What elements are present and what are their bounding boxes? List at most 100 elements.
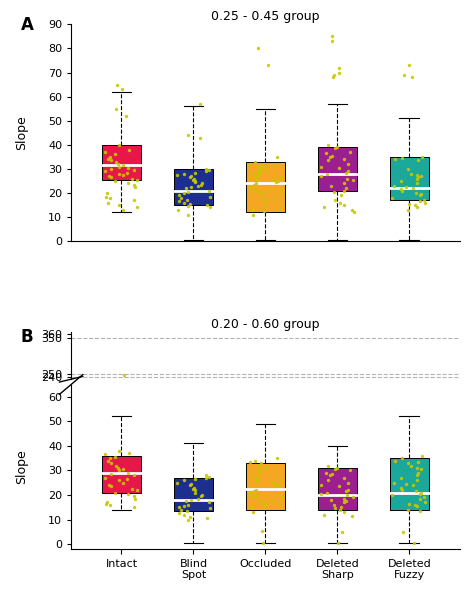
- Point: [337, 198, 344, 207]
- Point: [115, 162, 123, 171]
- Y-axis label: Slope: Slope: [15, 115, 28, 150]
- Point: [104, 456, 111, 465]
- Point: [331, 464, 338, 474]
- Point: [398, 185, 406, 195]
- Point: [123, 474, 131, 484]
- Bar: [173, 169, 213, 205]
- Point: [271, 193, 278, 203]
- Point: [181, 169, 188, 179]
- Point: [253, 171, 261, 181]
- Point: [263, 463, 270, 473]
- Point: [279, 187, 286, 196]
- Point: [197, 180, 204, 190]
- Point: [400, 70, 408, 80]
- Point: [324, 475, 332, 485]
- Point: [206, 192, 214, 201]
- Point: [329, 377, 337, 387]
- Point: [104, 154, 111, 164]
- Point: [418, 451, 426, 461]
- Point: [402, 479, 410, 489]
- Point: [391, 154, 399, 164]
- Point: [405, 199, 413, 209]
- Title: 0.20 - 0.60 group: 0.20 - 0.60 group: [211, 318, 319, 331]
- Point: [180, 501, 188, 511]
- Point: [340, 200, 348, 210]
- Point: [327, 495, 334, 505]
- Point: [272, 178, 280, 187]
- Point: [414, 156, 422, 165]
- Point: [261, 504, 268, 514]
- Point: [197, 491, 204, 501]
- Point: [320, 510, 328, 520]
- Point: [346, 147, 353, 157]
- Point: [202, 167, 210, 176]
- Point: [106, 453, 113, 463]
- Point: [187, 495, 195, 505]
- Point: [182, 184, 190, 193]
- Point: [191, 174, 198, 184]
- Point: [322, 148, 330, 158]
- Point: [197, 133, 204, 143]
- Point: [350, 207, 358, 217]
- Point: [398, 453, 406, 463]
- Point: [186, 199, 194, 209]
- Point: [259, 526, 266, 536]
- Bar: [390, 157, 429, 200]
- Point: [119, 464, 127, 474]
- Point: [203, 200, 210, 210]
- Bar: [390, 458, 429, 510]
- Point: [175, 503, 182, 512]
- Point: [420, 195, 428, 205]
- Point: [254, 164, 262, 174]
- Point: [259, 538, 266, 548]
- Point: [411, 500, 419, 510]
- Point: [328, 32, 336, 41]
- Point: [274, 176, 282, 186]
- Point: [331, 195, 339, 205]
- Bar: [318, 147, 357, 190]
- Point: [405, 499, 413, 509]
- Point: [124, 179, 132, 188]
- Point: [128, 174, 136, 184]
- Point: [317, 489, 325, 498]
- Point: [102, 499, 109, 509]
- Point: [191, 485, 199, 495]
- Point: [389, 490, 396, 500]
- Point: [398, 153, 406, 163]
- Point: [418, 171, 425, 181]
- Point: [173, 170, 181, 180]
- Point: [250, 180, 258, 190]
- Point: [187, 479, 195, 489]
- Point: [317, 162, 325, 171]
- Point: [104, 188, 111, 198]
- Point: [397, 176, 404, 186]
- Point: [335, 63, 343, 73]
- Point: [119, 170, 127, 180]
- Point: [115, 169, 122, 179]
- Point: [413, 203, 421, 212]
- Point: [324, 156, 332, 165]
- Point: [326, 470, 333, 480]
- Point: [186, 480, 194, 490]
- Point: [111, 149, 118, 159]
- Point: [173, 478, 181, 487]
- Point: [119, 478, 127, 487]
- Point: [246, 181, 254, 191]
- Point: [330, 187, 337, 196]
- Point: [413, 170, 421, 180]
- Point: [416, 190, 424, 200]
- Point: [254, 174, 261, 184]
- Point: [206, 203, 214, 212]
- Point: [255, 467, 263, 476]
- Point: [327, 181, 334, 191]
- Point: [253, 473, 261, 483]
- Point: [410, 480, 417, 490]
- Point: [408, 73, 416, 82]
- Point: [400, 527, 407, 537]
- Point: [107, 156, 115, 165]
- Point: [255, 465, 263, 475]
- Point: [391, 456, 399, 465]
- Point: [184, 515, 192, 525]
- Point: [404, 505, 412, 515]
- Point: [343, 490, 350, 500]
